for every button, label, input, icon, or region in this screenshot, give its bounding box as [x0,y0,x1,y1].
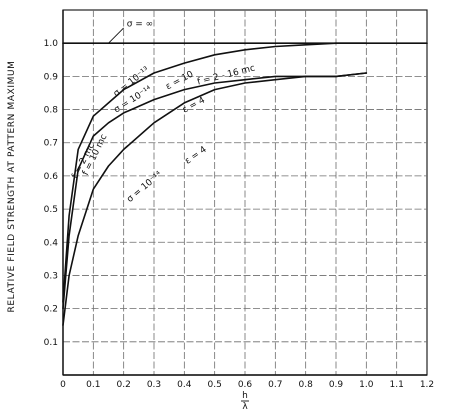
curve-sigma-10e-14-lower [62,72,368,326]
y-tick-label: 0.7 [44,139,58,149]
y-tick-label: 0.5 [44,205,58,215]
y-axis-label: RELATIVE FIELD STRENGTH AT PATTERN MAXIM… [7,60,17,312]
x-tick-label: 1.2 [420,380,434,390]
x-tick-label: 1.0 [359,380,374,390]
y-tick-label: 0.2 [44,305,58,315]
y-tick-label: 0.1 [44,338,58,348]
axes-layer [62,10,427,376]
y-tick-label: 0.6 [44,172,59,182]
x-tick-label: 0.2 [117,380,131,390]
series-layer [62,42,428,326]
x-tick-label: 0.9 [329,380,344,390]
x-tick-label: 0.5 [208,380,222,390]
x-tick-label: 0.7 [268,380,282,390]
x-axis-label-denominator: λ [242,402,248,412]
curve-sigma-10e-13 [62,42,368,303]
x-tick-label: 1.1 [390,380,404,390]
tick-labels: 0 0.1 0.2 0.3 0.4 0.5 0.6 0.7 0.8 0.9 1.0 1.1 1.2 0.1… [44,39,434,390]
x-tick-label: 0.4 [177,380,192,390]
annotation-sigma-infinity: σ = ∞ [127,20,153,30]
y-tick-label: 1.0 [44,39,59,49]
x-tick-label: 0.6 [238,380,253,390]
x-tick-label: 0.3 [147,380,161,390]
x-axis-label-numerator: h [242,391,248,401]
x-tick-label: 0.8 [299,380,314,390]
y-tick-label: 0.8 [44,106,59,116]
y-tick-label: 0.9 [44,72,59,82]
y-tick-label: 0.3 [44,271,58,281]
x-tick-label: 0 [60,380,66,390]
sigma-infinity-pointer [108,27,124,44]
y-tick-label: 0.4 [44,238,59,248]
x-tick-label: 0.1 [86,380,100,390]
